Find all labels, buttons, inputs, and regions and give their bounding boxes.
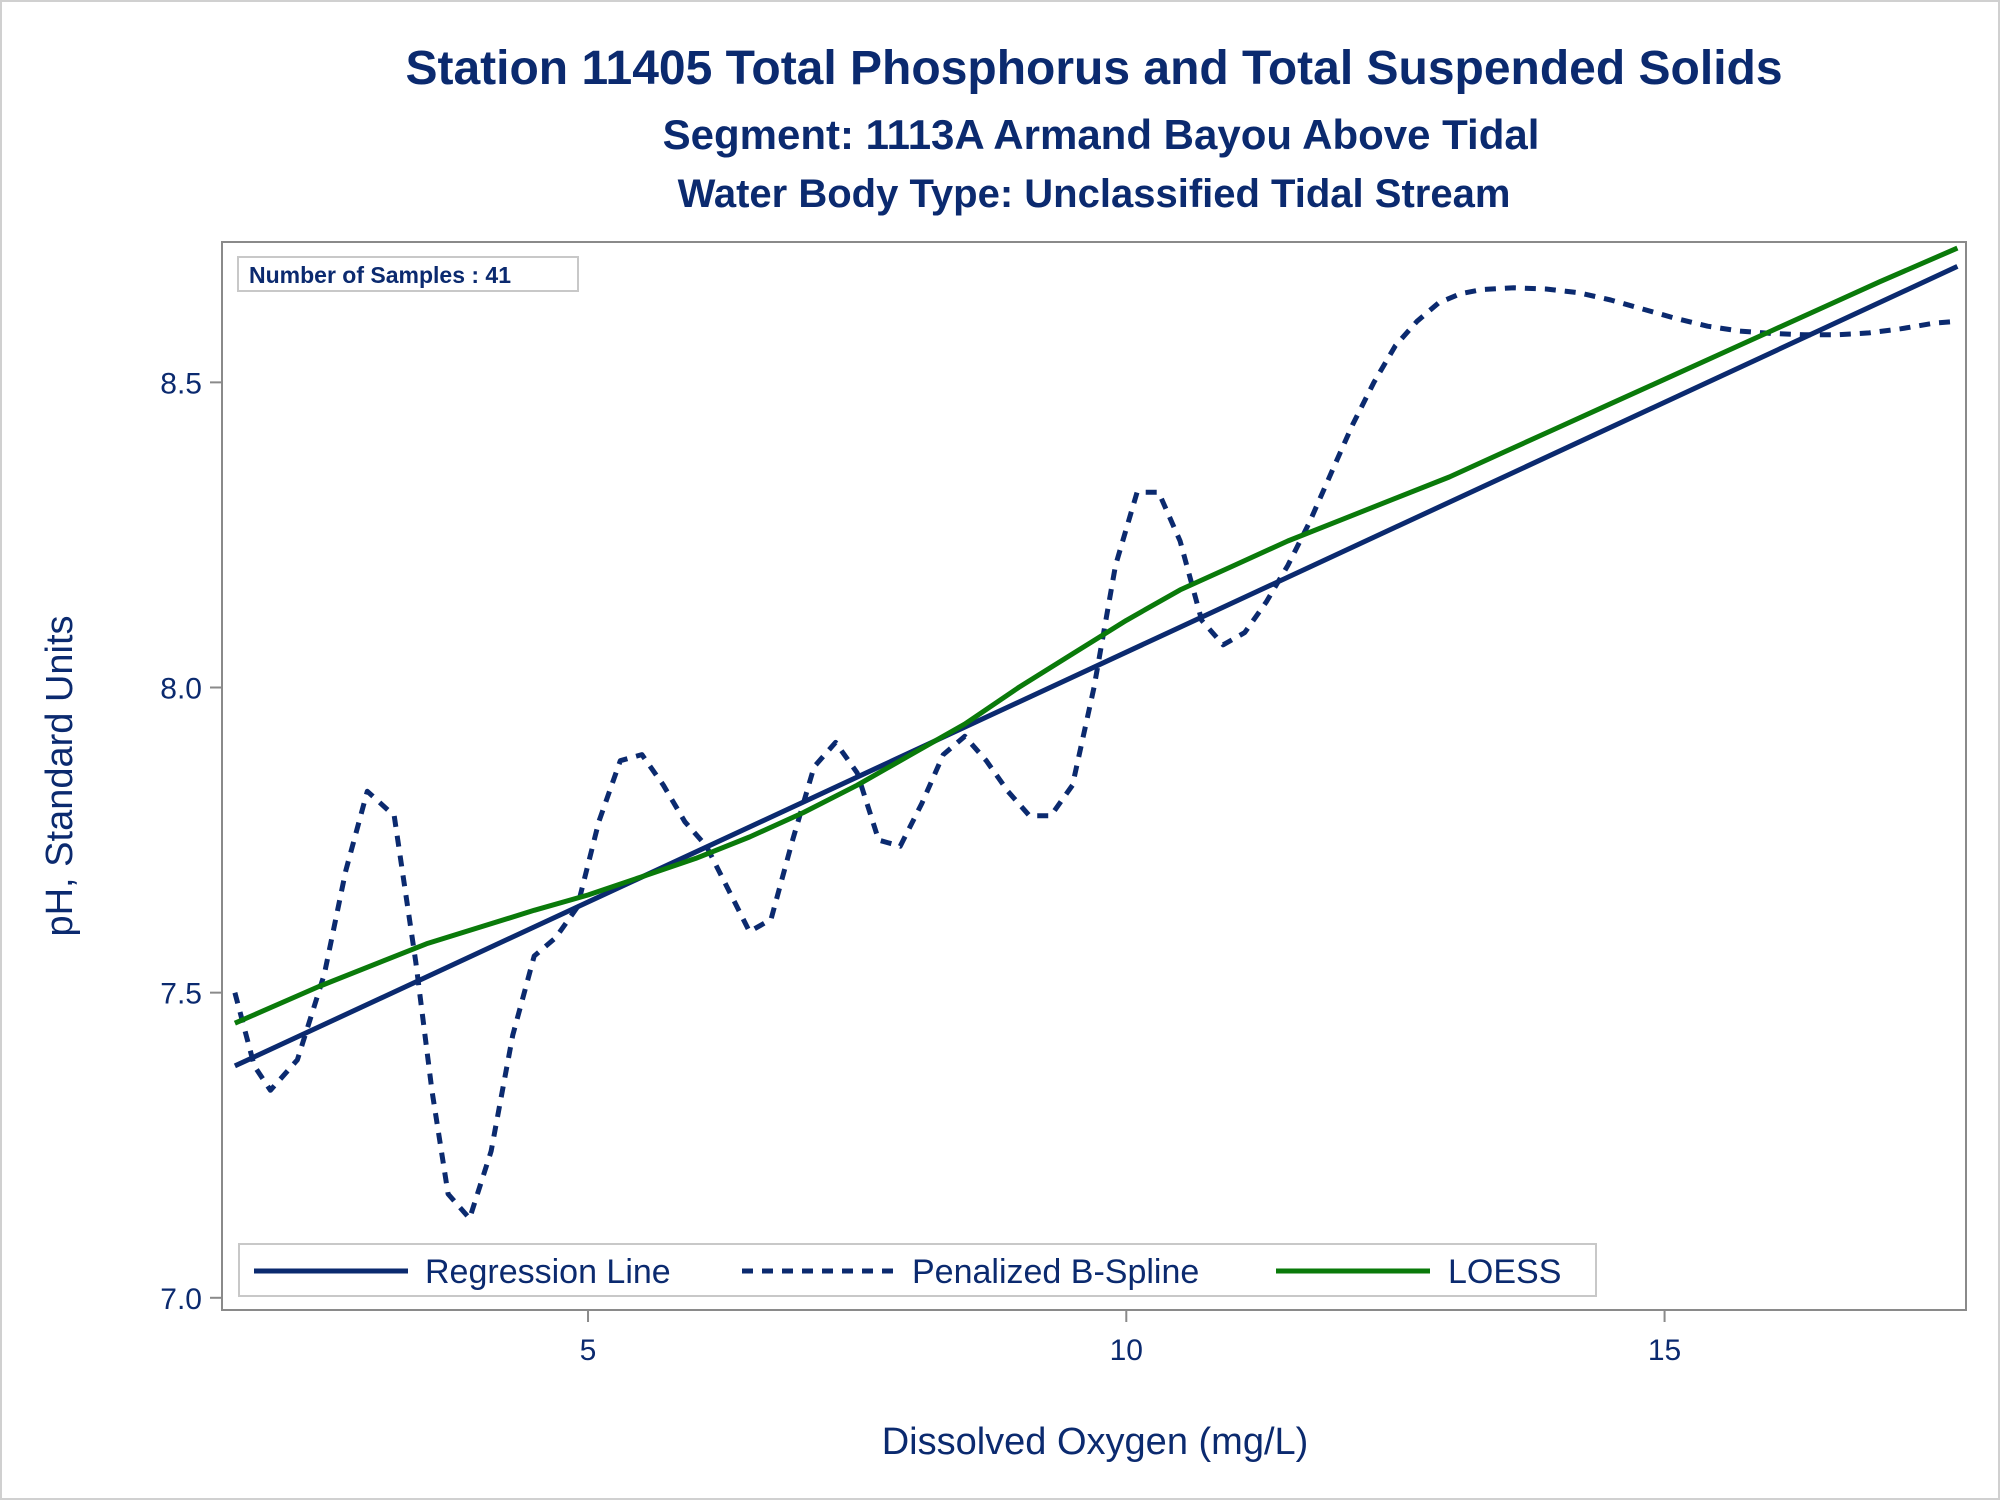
legend-label-spline: Penalized B-Spline [912,1253,1199,1291]
y-tick-label: 7.5 [160,978,202,1011]
plot-area [221,241,1967,1311]
loess-line [233,245,1959,1026]
y-tick-label: 8.0 [160,673,202,706]
x-axis-label: Dissolved Oxygen (mg/L) [882,1421,1309,1463]
regression-line [233,264,1959,1069]
chart-subtitle-2: Water Body Type: Unclassified Tidal Stre… [678,172,1511,216]
y-tick-label: 8.5 [160,367,202,400]
x-tick-label: 15 [1648,1334,1681,1367]
x-tick-label: 5 [580,1334,597,1367]
y-axis: 7.0 7.5 8.0 8.5 [160,367,222,1316]
series-layer [232,245,1959,1221]
y-tick-label: 7.0 [160,1283,202,1316]
x-tick-label: 10 [1110,1334,1143,1367]
chart-title: Station 11405 Total Phosphorus and Total… [405,42,1782,95]
sample-count-box [237,256,579,292]
y-axis-label: pH, Standard Units [39,615,81,936]
chart-subtitle: Segment: 1113A Armand Bayou Above Tidal [663,111,1540,158]
sample-count-inset: Number of Samples : 41 [237,256,579,292]
penalized-b-spline-line [232,285,1958,1221]
legend-label-regression: Regression Line [425,1253,671,1291]
legend-label-loess: LOESS [1448,1253,1561,1291]
sample-count-text: Number of Samples : 41 [249,262,511,288]
x-axis: 5 10 15 [580,1310,1681,1367]
legend: Regression Line Penalized B-Spline LOESS [238,1243,1597,1297]
